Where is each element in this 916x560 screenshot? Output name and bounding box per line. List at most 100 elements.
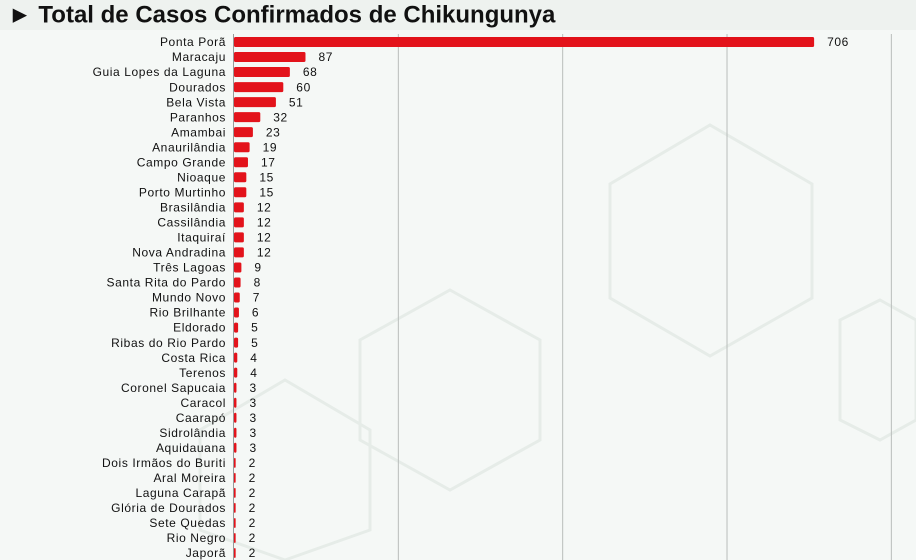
y-tick-label: Três Lagoas	[153, 261, 226, 275]
y-tick-label: Itaquiraí	[177, 231, 226, 245]
bar	[234, 427, 237, 438]
y-tick-label: Santa Rita do Pardo	[107, 276, 226, 290]
value-label: 3	[249, 441, 256, 455]
bar	[234, 307, 239, 318]
y-tick-label: Rio Negro	[167, 531, 226, 545]
y-tick-label: Ribas do Rio Pardo	[111, 336, 226, 350]
value-label: 6	[252, 306, 259, 320]
y-tick-label: Brasilândia	[160, 201, 226, 215]
bar	[234, 502, 236, 513]
value-label: 3	[249, 396, 256, 410]
bar	[234, 412, 237, 423]
value-label: 4	[250, 351, 257, 365]
bar	[234, 292, 240, 303]
value-label: 17	[261, 155, 276, 169]
y-tick-label: Japorã	[186, 546, 226, 560]
y-tick-label: Glória de Dourados	[111, 501, 226, 515]
value-label: 3	[249, 411, 256, 425]
bar	[234, 352, 238, 363]
chart-title: ► Total de Casos Confirmados de Chikungu…	[8, 1, 556, 28]
bar	[234, 67, 290, 78]
value-label: 2	[249, 456, 256, 470]
y-tick-label: Rio Brilhante	[149, 306, 226, 320]
bar	[234, 142, 250, 153]
y-tick-label: Nioaque	[177, 170, 226, 184]
y-tick-label: Amambai	[171, 125, 226, 139]
y-tick-label: Ponta Porã	[160, 35, 226, 49]
y-tick-label: Aral Moreira	[153, 471, 226, 485]
bar	[234, 472, 236, 483]
bar	[234, 548, 236, 559]
bar	[234, 82, 284, 93]
value-label: 87	[318, 50, 333, 64]
value-label: 2	[249, 501, 256, 515]
value-label: 5	[251, 321, 258, 335]
bar	[234, 262, 242, 273]
value-label: 15	[259, 185, 274, 199]
value-label: 7	[253, 291, 260, 305]
bar	[234, 367, 238, 378]
value-label: 3	[249, 426, 256, 440]
bar	[234, 232, 244, 243]
bar	[234, 397, 237, 408]
value-label: 12	[257, 231, 272, 245]
bar	[234, 532, 236, 543]
value-label: 2	[249, 531, 256, 545]
y-tick-label: Cassilândia	[157, 216, 226, 230]
value-label: 68	[303, 65, 318, 79]
value-label: 2	[249, 546, 256, 560]
bar	[234, 217, 244, 228]
bar	[234, 517, 236, 528]
value-label: 19	[263, 140, 278, 154]
y-tick-label: Bela Vista	[166, 95, 226, 109]
bar	[234, 97, 276, 108]
bar	[234, 127, 253, 138]
y-tick-label: Porto Murtinho	[139, 185, 226, 199]
value-label: 9	[254, 261, 261, 275]
value-label: 2	[249, 516, 256, 530]
y-tick-label: Campo Grande	[137, 155, 226, 169]
value-label: 12	[257, 216, 272, 230]
y-tick-label: Mundo Novo	[152, 291, 226, 305]
value-label: 12	[257, 201, 272, 215]
bar	[234, 337, 239, 348]
y-tick-label: Anaurilândia	[152, 140, 226, 154]
value-label: 5	[251, 336, 258, 350]
value-label: 23	[266, 125, 281, 139]
value-label: 8	[254, 276, 261, 290]
bar	[234, 112, 261, 123]
title-band	[0, 0, 916, 30]
y-tick-label: Aquidauana	[156, 441, 226, 455]
y-tick-label: Dourados	[169, 80, 226, 94]
bar	[234, 277, 241, 288]
y-tick-label: Dois Irmãos do Buriti	[102, 456, 226, 470]
y-tick-label: Eldorado	[173, 321, 226, 335]
y-tick-label: Costa Rica	[161, 351, 226, 365]
y-tick-label: Paranhos	[170, 110, 226, 124]
bar	[234, 37, 815, 47]
bar	[234, 172, 247, 183]
bar	[234, 487, 236, 498]
value-label: 2	[249, 486, 256, 500]
bar	[234, 247, 244, 258]
bar	[234, 187, 247, 198]
y-tick-label: Terenos	[179, 366, 226, 380]
y-tick-label: Maracaju	[172, 50, 226, 64]
value-label: 4	[250, 366, 257, 380]
value-label: 51	[289, 95, 304, 109]
value-label: 12	[257, 246, 272, 260]
bar	[234, 52, 306, 63]
value-label: 60	[296, 80, 311, 94]
y-tick-label: Nova Andradina	[132, 246, 226, 260]
bar	[234, 322, 239, 333]
y-tick-label: Guia Lopes da Laguna	[93, 65, 226, 79]
y-tick-label: Caracol	[180, 396, 226, 410]
y-tick-label: Coronel Sapucaia	[121, 381, 226, 395]
bar	[234, 202, 244, 213]
bar	[234, 382, 237, 393]
bar	[234, 442, 237, 453]
bar	[234, 157, 248, 168]
